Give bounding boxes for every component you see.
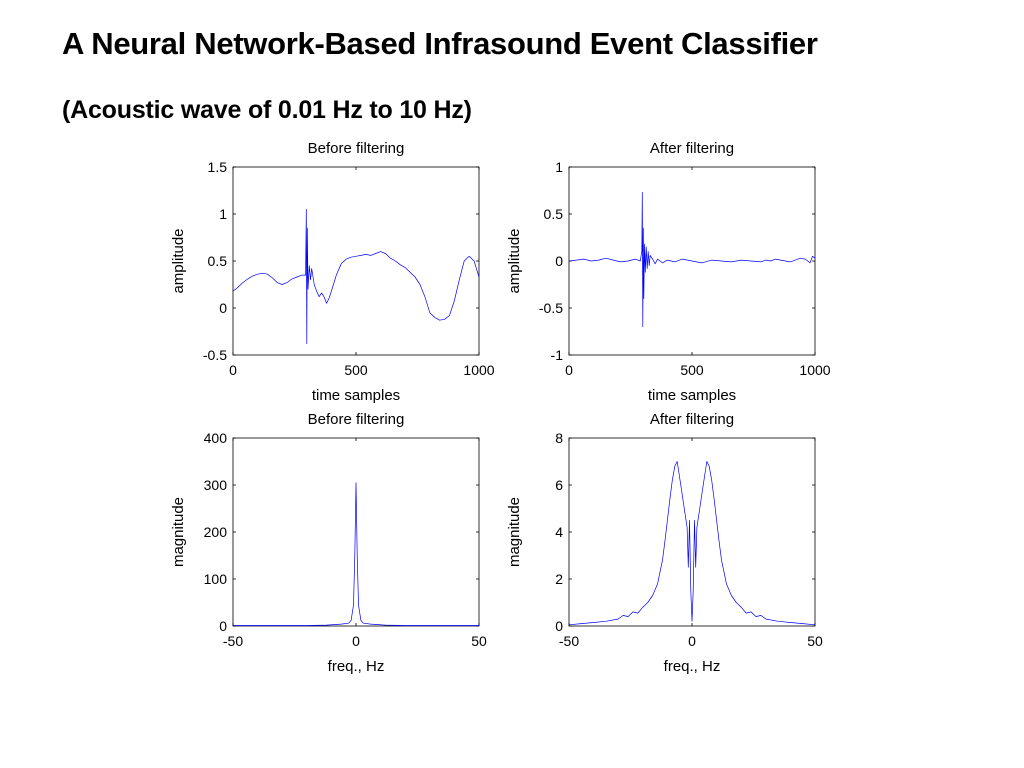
x-axis-label: freq., Hz xyxy=(328,658,385,675)
y-tick-label: 0.5 xyxy=(208,253,228,269)
y-tick-label: 0 xyxy=(219,300,227,316)
x-tick-label: 0 xyxy=(688,633,696,649)
x-axis-label: freq., Hz xyxy=(664,658,721,675)
axes-box xyxy=(232,437,480,627)
x-tick-label: 0 xyxy=(565,362,573,378)
axes-box xyxy=(232,166,480,356)
series-line-1 xyxy=(232,208,480,345)
y-tick-label: 200 xyxy=(204,524,228,540)
y-axis-label: amplitude xyxy=(506,228,523,293)
y-tick-label: -0.5 xyxy=(539,300,563,316)
y-tick-label: 300 xyxy=(204,477,228,493)
slide-title: A Neural Network-Based Infrasound Event … xyxy=(62,26,818,61)
y-axis-label: magnitude xyxy=(506,497,523,567)
x-tick-label: -50 xyxy=(223,633,243,649)
x-tick-label: 0 xyxy=(229,362,237,378)
y-axis-label: magnitude xyxy=(170,497,187,567)
x-tick-label: -50 xyxy=(559,633,579,649)
y-tick-label: 400 xyxy=(204,430,228,446)
x-tick-label: 1000 xyxy=(463,362,494,378)
y-tick-label: 0.5 xyxy=(544,206,564,222)
plot-title: After filtering xyxy=(650,140,734,157)
y-tick-label: 6 xyxy=(555,477,563,493)
y-tick-label: 2 xyxy=(555,571,563,587)
series-line-1 xyxy=(568,192,816,328)
y-tick-label: 0 xyxy=(555,618,563,634)
plot-title: Before filtering xyxy=(308,411,405,428)
plot-title: Before filtering xyxy=(308,140,405,157)
y-tick-label: -0.5 xyxy=(203,347,227,363)
x-axis-label: time samples xyxy=(312,387,400,404)
x-tick-label: 500 xyxy=(344,362,368,378)
y-tick-label: 1 xyxy=(219,206,227,222)
y-tick-label: 100 xyxy=(204,571,228,587)
y-tick-label: 8 xyxy=(555,430,563,446)
x-axis-label: time samples xyxy=(648,387,736,404)
x-tick-label: 0 xyxy=(352,633,360,649)
subplot-2: 0 500 1000 -1 -0.5 0 0.5 1 After filtering time s… xyxy=(506,140,831,404)
series-line-1 xyxy=(568,461,816,626)
slide-subtitle: (Acoustic wave of 0.01 Hz to 10 Hz) xyxy=(62,96,472,124)
y-tick-label: 0 xyxy=(219,618,227,634)
y-tick-label: 4 xyxy=(555,524,563,540)
x-tick-label: 500 xyxy=(680,362,704,378)
x-tick-label: 50 xyxy=(471,633,487,649)
y-tick-label: -1 xyxy=(551,347,564,363)
y-tick-label: 0 xyxy=(555,253,563,269)
x-tick-label: 1000 xyxy=(799,362,830,378)
series-line-1 xyxy=(233,482,479,626)
plot-title: After filtering xyxy=(650,411,734,428)
y-tick-label: 1 xyxy=(555,159,563,175)
y-axis-label: amplitude xyxy=(170,228,187,293)
axes-box xyxy=(568,437,816,627)
y-tick-label: 1.5 xyxy=(208,159,228,175)
x-tick-label: 50 xyxy=(807,633,823,649)
